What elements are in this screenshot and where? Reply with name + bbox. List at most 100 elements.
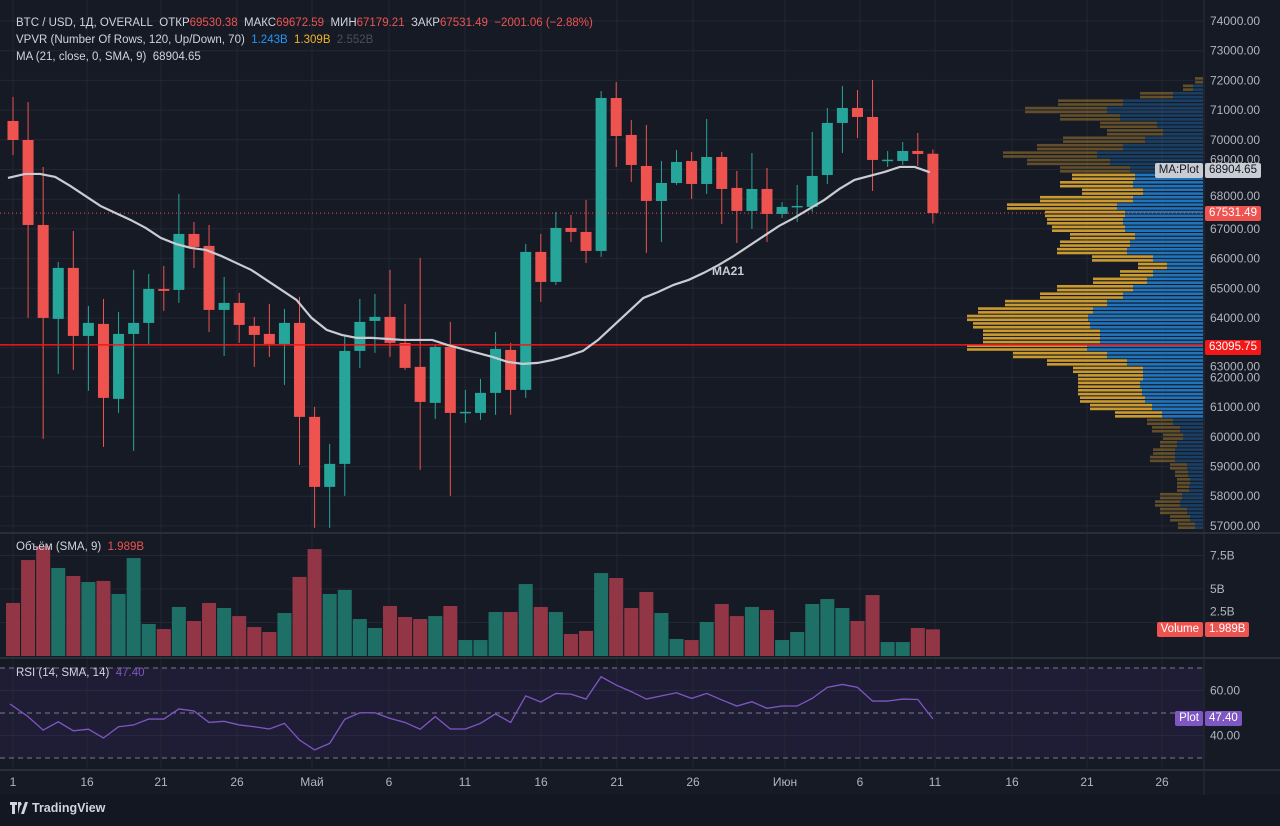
vpvr-up-bar (1147, 277, 1203, 281)
price-axis-label: 67000.00 (1210, 222, 1260, 236)
candle-body (520, 251, 532, 390)
vpvr-down-bar (1100, 125, 1157, 129)
vpvr-down-bar (1047, 363, 1127, 366)
vpvr-up-bar (1133, 181, 1203, 184)
volume-bar (81, 582, 96, 656)
price-axis-label: 74000.00 (1210, 14, 1260, 28)
vpvr-up-bar (1153, 255, 1203, 258)
vpvr-up-bar (1190, 478, 1203, 481)
vpvr-legend[interactable]: VPVR (Number Of Rows, 120, Up/Down, 70) … (16, 34, 373, 46)
vpvr-up-bar (1143, 192, 1203, 195)
candle-body (671, 161, 683, 183)
vpvr-down-bar (1183, 84, 1193, 88)
price-axis-label: 62000.00 (1210, 370, 1260, 384)
volume-legend[interactable]: Объём (SMA, 9) 1.989B (16, 541, 144, 553)
vpvr-up-bar (1187, 467, 1203, 470)
vpvr-down-bar (1072, 173, 1135, 177)
tradingview-logo[interactable]: TradingView (10, 801, 105, 815)
candle-body (776, 206, 788, 214)
change-value: −2001.06 (−2.88%) (494, 17, 593, 29)
volume-bar (443, 606, 458, 656)
rsi-legend[interactable]: RSI (14, SMA, 14) 47.40 (16, 667, 144, 679)
vpvr-up-bar (1120, 118, 1203, 121)
price-axis-label: 64000.00 (1210, 311, 1260, 325)
date-axis-label: 16 (534, 775, 548, 789)
indicator-lines (0, 165, 1203, 759)
vpvr-down-bar (1082, 192, 1143, 195)
price-axis-label: 72000.00 (1210, 73, 1260, 87)
candle-body (595, 97, 607, 251)
vpvr-up-bar (1100, 333, 1203, 336)
date-axis-label: 21 (154, 775, 168, 789)
candle-body (716, 156, 728, 189)
vpvr-up-bar (1145, 140, 1203, 143)
volume-bar (21, 560, 36, 656)
vpvr-up-bar (1107, 299, 1203, 303)
vpvr-up-bar (1142, 388, 1203, 392)
candle-body (867, 116, 879, 160)
vpvr-up-bar (1145, 136, 1203, 140)
vpvr-down-bar (1052, 225, 1125, 229)
rsi-axis-label: 40.00 (1210, 729, 1240, 743)
vpvr-down-bar (1170, 518, 1190, 522)
vpvr-down-bar (1080, 400, 1145, 403)
vpvr-down-bar (1107, 129, 1163, 132)
vpvr-down-bar (1153, 448, 1175, 451)
vpvr-down-bar (1080, 396, 1145, 399)
volume-bar (503, 612, 518, 656)
volume-bar (729, 616, 744, 656)
vpvr-down-bar (1195, 77, 1203, 80)
volume-bar (96, 580, 111, 656)
volume-bar (835, 608, 850, 656)
vpvr-up-bar (1123, 221, 1203, 225)
vpvr-down-bar (1007, 207, 1117, 210)
vpvr-down-bar (1160, 492, 1182, 496)
vpvr-down-bar (983, 336, 1100, 340)
vpvr-down-bar (1073, 370, 1143, 374)
vpvr-up-bar (1100, 336, 1203, 340)
vpvr-down-bar (1093, 277, 1147, 281)
vpvr-down-bar (1073, 366, 1143, 370)
vpvr-up-bar (1157, 121, 1203, 125)
vpvr-down-bar (1090, 407, 1152, 411)
candle-body (309, 416, 321, 487)
vpvr-down-value: 1.309B (294, 34, 331, 46)
vpvr-up-bar (1187, 511, 1203, 515)
price-axis-label: 73000.00 (1210, 44, 1260, 58)
candle-body (474, 392, 486, 413)
price-axis-label: 61000.00 (1210, 400, 1260, 414)
vpvr-up-bar (1173, 95, 1203, 99)
vpvr-down-bar (1160, 511, 1187, 515)
price-axis-label: 71000.00 (1210, 103, 1260, 117)
vpvr-up-bar (1123, 103, 1203, 106)
date-axis-label: 21 (1080, 775, 1094, 789)
vpvr-down-bar (1060, 170, 1130, 173)
vpvr-up-bar (1123, 292, 1203, 296)
vpvr-down-bar (1025, 106, 1107, 110)
price-axis-label: 59000.00 (1210, 460, 1260, 474)
footer-bar (0, 795, 1280, 826)
volume-bar (6, 602, 20, 656)
vpvr-down-bar (967, 344, 1087, 347)
vpvr-down-bar (1013, 351, 1107, 355)
volume-bar (925, 629, 940, 656)
volume-bar (820, 599, 835, 656)
volume-bar (594, 573, 609, 656)
vpvr-up-bar (1090, 325, 1203, 329)
vpvr-down-bar (1160, 444, 1177, 448)
vpvr-up-bar (1088, 314, 1203, 318)
candle-body (761, 188, 773, 214)
ma-legend[interactable]: MA (21, close, 0, SMA, 9) 68904.65 (16, 51, 201, 63)
vpvr-down-bar (1063, 140, 1145, 143)
vpvr-up-bar (1133, 195, 1203, 199)
symbol-title[interactable]: BTC / USD, 1Д, OVERALL (16, 17, 153, 29)
vpvr-up-bar (1152, 407, 1203, 411)
vpvr-down-bar (1177, 485, 1189, 489)
vpvr-down-bar (967, 318, 1088, 322)
candle-body (128, 322, 140, 334)
candle-body (203, 245, 215, 310)
vpvr-up-bar (1173, 422, 1203, 426)
vpvr-down-bar (1107, 132, 1163, 136)
vpvr-up-bar (1107, 355, 1203, 359)
